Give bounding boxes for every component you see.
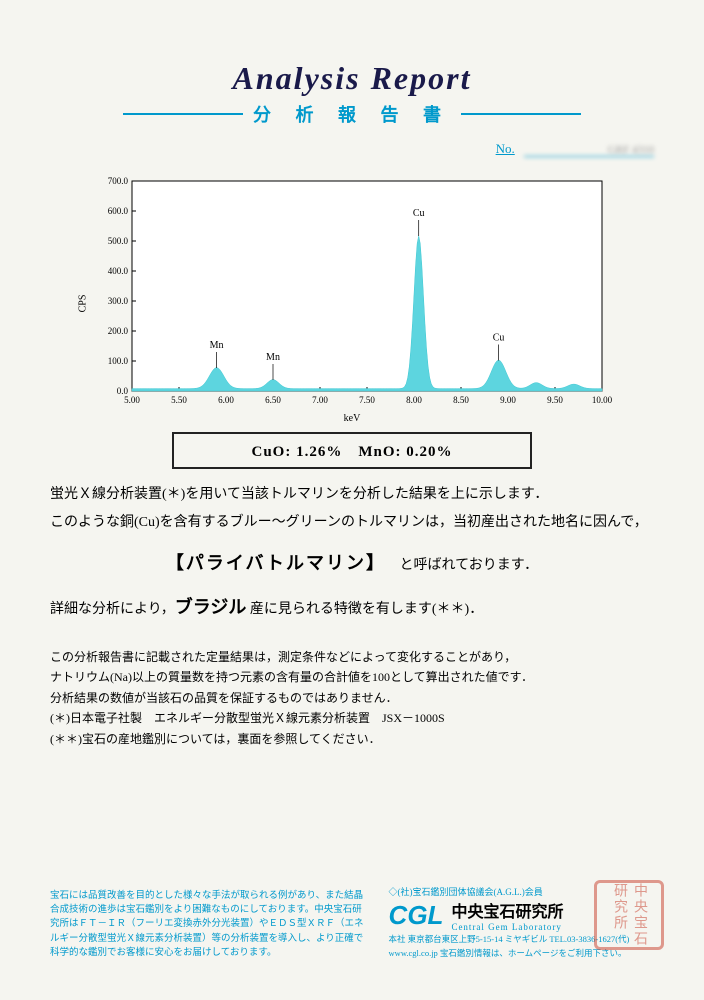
- y-axis-label: CPS: [77, 294, 88, 312]
- svg-text:Mn: Mn: [266, 352, 280, 363]
- org-subtitle: Central Gem Laboratory: [451, 922, 563, 932]
- svg-text:600.0: 600.0: [108, 206, 129, 216]
- svg-text:5.50: 5.50: [171, 395, 187, 405]
- svg-text:8.00: 8.00: [406, 395, 422, 405]
- svg-text:8.50: 8.50: [453, 395, 469, 405]
- org-name: 中央宝石研究所: [451, 898, 563, 922]
- fine-print-5: (＊＊)宝石の産地鑑別については，裏面を参照してください．: [50, 729, 654, 749]
- number-label: No.: [496, 141, 515, 156]
- paragraph-1: 蛍光Ｘ線分析装置(＊)を用いて当該トルマリンを分析した結果を上に示します．: [50, 481, 654, 509]
- title-english: Analysis Report: [50, 60, 654, 97]
- chart-svg: 0.0100.0200.0300.0400.0500.0600.0700.05.…: [92, 171, 612, 411]
- cgl-logo: CGL: [389, 900, 444, 931]
- svg-text:700.0: 700.0: [108, 176, 129, 186]
- fine-print-1: この分析報告書に記載された定量結果は，測定条件などによって変化することがあり，: [50, 647, 654, 667]
- rule-right: [461, 113, 581, 115]
- fine-print-3: 分析結果の数値が当該石の品質を保証するものではありません．: [50, 688, 654, 708]
- spectrum-chart: CPS 0.0100.0200.0300.0400.0500.0600.0700…: [92, 171, 612, 424]
- after-highlight: と呼ばれております．: [400, 558, 539, 573]
- svg-text:500.0: 500.0: [108, 236, 129, 246]
- svg-text:10.00: 10.00: [592, 395, 612, 405]
- svg-text:Cu: Cu: [413, 208, 425, 219]
- fine-print-4: (＊)日本電子社製 エネルギー分散型蛍光Ｘ線元素分析装置 JSX－1000S: [50, 708, 654, 728]
- origin-country: ブラジル: [175, 597, 247, 617]
- svg-text:Cu: Cu: [493, 333, 505, 344]
- svg-text:200.0: 200.0: [108, 326, 129, 336]
- svg-text:6.50: 6.50: [265, 395, 281, 405]
- svg-text:100.0: 100.0: [108, 356, 129, 366]
- footer-disclaimer: 宝石には品質改善を目的とした様々な手法が取られる例があり、また結晶合成技術の進歩…: [50, 889, 369, 960]
- rule-left: [123, 113, 243, 115]
- svg-text:7.50: 7.50: [359, 395, 375, 405]
- x-axis-label: keV: [92, 413, 612, 424]
- fine-print-2: ナトリウム(Na)以上の質量数を持つ元素の含有量の合計値を100として算出された…: [50, 667, 654, 687]
- svg-text:5.00: 5.00: [124, 395, 140, 405]
- number-value: GRF 4310: [524, 144, 654, 157]
- svg-text:6.00: 6.00: [218, 395, 234, 405]
- official-stamp: 中央宝石研究所: [594, 880, 664, 950]
- gem-name-highlight: 【パライバトルマリン】: [166, 553, 386, 573]
- paragraph-3: 詳細な分析により，ブラジル 産に見られる特徴を有します(＊＊)．: [50, 589, 654, 625]
- result-box: CuO: 1.26% MnO: 0.20%: [172, 432, 532, 469]
- svg-text:7.00: 7.00: [312, 395, 328, 405]
- svg-text:300.0: 300.0: [108, 296, 129, 306]
- svg-text:400.0: 400.0: [108, 266, 129, 276]
- svg-text:Mn: Mn: [210, 340, 224, 351]
- svg-text:9.50: 9.50: [547, 395, 563, 405]
- paragraph-2: このような銅(Cu)を含有するブルー～グリーンのトルマリンは，当初産出された地名…: [50, 509, 654, 537]
- svg-text:9.00: 9.00: [500, 395, 516, 405]
- title-japanese: 分 析 報 告 書: [253, 101, 451, 127]
